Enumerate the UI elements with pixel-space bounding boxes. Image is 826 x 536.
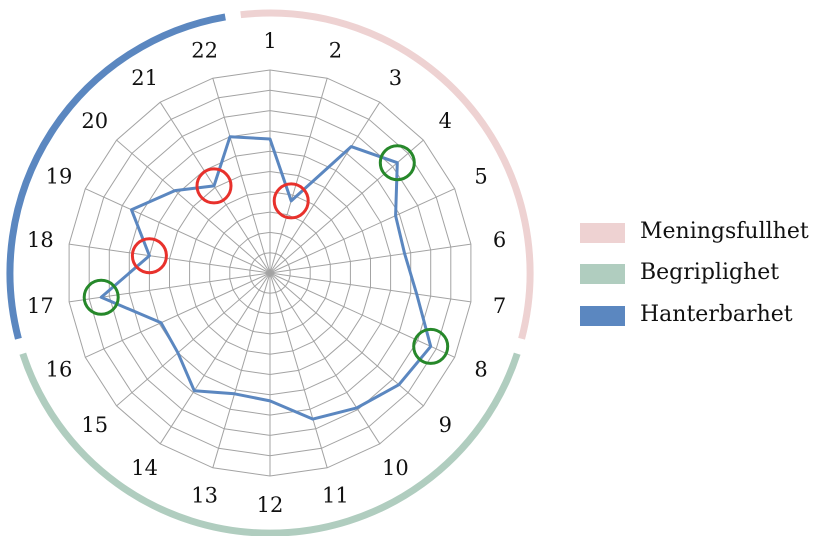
category-label-16: 16	[46, 357, 73, 381]
spoke-7	[269, 272, 471, 303]
sector-band-begriplighet	[19, 352, 521, 536]
category-label-7: 7	[493, 294, 506, 318]
spoke-10	[269, 272, 381, 445]
category-label-15: 15	[81, 413, 108, 437]
legend-swatch-begriplighet	[580, 264, 625, 284]
spoke-22	[212, 78, 271, 274]
category-label-12: 12	[257, 493, 284, 517]
category-label-11: 11	[322, 484, 349, 508]
category-label-8: 8	[474, 357, 487, 381]
highlight-circle-17	[82, 278, 120, 316]
spoke-3	[269, 101, 381, 274]
legend-label-begriplighet: Begriplighet	[640, 260, 780, 285]
category-label-21: 21	[131, 66, 158, 90]
highlight-circle-21	[195, 167, 233, 205]
spoke-2	[269, 78, 328, 274]
sector-band-meningsfullhet	[240, 9, 534, 340]
legend-label-hanterbarhet: Hanterbarhet	[640, 302, 793, 327]
category-label-10: 10	[382, 456, 409, 480]
spoke-18	[69, 243, 271, 274]
category-label-4: 4	[439, 109, 452, 133]
spoke-16	[85, 272, 271, 358]
spoke-19	[85, 188, 271, 274]
category-label-2: 2	[329, 38, 342, 62]
category-label-5: 5	[474, 165, 487, 189]
category-label-9: 9	[439, 413, 452, 437]
category-label-18: 18	[27, 228, 54, 252]
highlight-circle-18	[130, 237, 168, 275]
category-label-17: 17	[27, 294, 54, 318]
legend-swatch-meningsfullhet	[580, 223, 625, 243]
category-label-13: 13	[191, 484, 218, 508]
spoke-8	[269, 272, 455, 358]
spoke-13	[212, 272, 271, 468]
spoke-9	[269, 272, 424, 407]
sector-band-hanterbarhet	[6, 13, 226, 340]
spoke-14	[159, 272, 271, 445]
category-label-14: 14	[131, 456, 158, 480]
category-label-19: 19	[46, 165, 73, 189]
highlight-circle-2	[272, 182, 310, 220]
legend-label-meningsfullhet: Meningsfullhet	[640, 219, 809, 244]
spoke-6	[269, 243, 471, 274]
category-label-20: 20	[81, 109, 108, 133]
spoke-21	[159, 101, 271, 274]
category-label-1: 1	[263, 29, 276, 53]
spoke-5	[269, 188, 455, 274]
highlight-circle-8	[412, 327, 450, 365]
category-label-6: 6	[493, 228, 506, 252]
spoke-4	[269, 139, 424, 274]
spoke-20	[116, 139, 271, 274]
legend-swatch-hanterbarhet	[580, 306, 625, 326]
spoke-15	[116, 272, 271, 407]
spoke-11	[269, 272, 328, 468]
category-label-3: 3	[389, 66, 402, 90]
category-label-22: 22	[191, 38, 218, 62]
highlight-circle-4	[378, 144, 416, 182]
